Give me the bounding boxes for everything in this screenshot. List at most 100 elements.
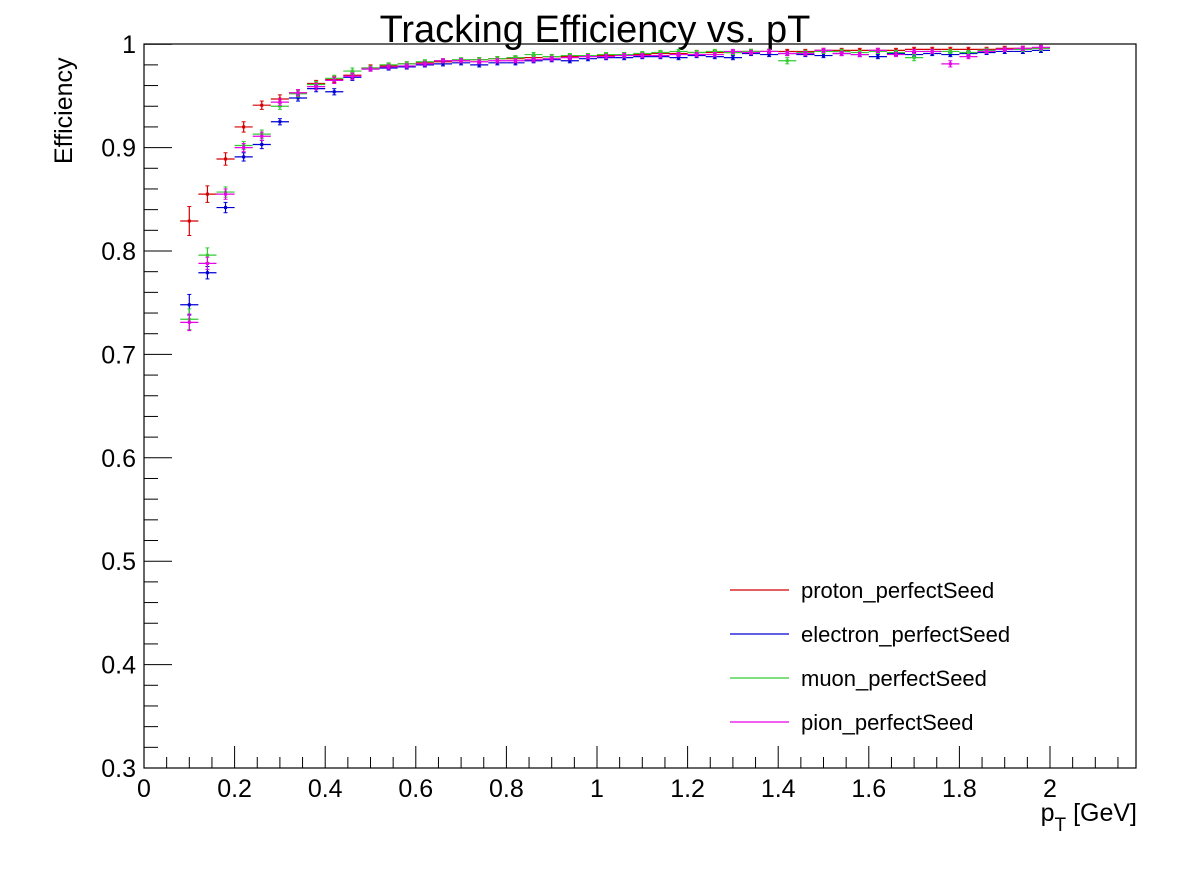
- data-point: [669, 51, 688, 58]
- data-point: [560, 55, 579, 61]
- marker: [513, 56, 517, 60]
- marker: [713, 49, 717, 53]
- y-tick-label: 0.9: [101, 135, 136, 163]
- x-axis-title: pT [GeV]: [1041, 799, 1137, 836]
- marker: [513, 59, 517, 63]
- chart-title: Tracking Efficiency vs. pT: [380, 9, 811, 51]
- marker: [260, 103, 264, 107]
- x-tick-label: 1.2: [670, 775, 705, 803]
- data-point: [760, 48, 779, 55]
- plot-frame: [143, 43, 1137, 769]
- marker: [894, 53, 898, 57]
- marker: [586, 55, 590, 59]
- marker: [532, 58, 536, 62]
- marker: [1021, 46, 1025, 50]
- marker: [622, 54, 626, 58]
- data-point: [597, 54, 616, 60]
- data-point: [633, 53, 652, 59]
- marker: [423, 62, 427, 66]
- data-point: [959, 54, 978, 60]
- marker: [441, 62, 445, 66]
- marker: [296, 91, 300, 95]
- marker: [966, 50, 970, 54]
- marker: [966, 47, 970, 51]
- marker: [187, 303, 191, 307]
- data-point: [252, 100, 271, 110]
- marker: [966, 55, 970, 59]
- data-point: [234, 142, 253, 153]
- data-point: [415, 61, 434, 67]
- marker: [405, 64, 409, 68]
- data-point: [1031, 44, 1050, 50]
- marker: [441, 59, 445, 63]
- marker: [858, 53, 862, 57]
- legend: proton_perfectSeed electron_perfectSeedmu…: [730, 578, 1010, 735]
- marker: [677, 53, 681, 57]
- marker: [205, 271, 209, 275]
- y-tick-label: 0.7: [101, 341, 136, 369]
- marker: [658, 54, 662, 58]
- marker: [604, 55, 608, 59]
- data-point: [270, 98, 289, 106]
- marker: [568, 56, 572, 60]
- marker: [912, 56, 916, 60]
- data-point: [288, 89, 308, 97]
- data-point: [741, 49, 761, 56]
- marker: [948, 49, 952, 53]
- x-tick-label: 1: [590, 775, 604, 803]
- data-point: [923, 48, 942, 55]
- legend-label: proton_perfectSeed: [801, 578, 994, 603]
- y-tick-label: 1: [122, 31, 136, 59]
- marker: [731, 49, 735, 53]
- marker: [749, 50, 753, 54]
- marker: [224, 157, 228, 161]
- marker: [767, 53, 771, 57]
- marker: [948, 62, 952, 66]
- data-point: [452, 58, 471, 64]
- data-point: [198, 256, 217, 271]
- data-point: [361, 66, 380, 72]
- data-point: [216, 152, 235, 166]
- legend-label: electron_perfectSeed: [801, 622, 1010, 647]
- data-point: [252, 131, 271, 141]
- data-point: [506, 58, 525, 64]
- data-point: [705, 51, 724, 58]
- legend-item: muon_perfectSeed: [730, 666, 987, 691]
- data-point: [216, 201, 235, 214]
- marker: [477, 63, 481, 67]
- marker: [260, 134, 264, 138]
- data-point: [778, 57, 797, 65]
- data-point: [578, 54, 597, 60]
- data-point: [433, 58, 453, 64]
- marker: [876, 48, 880, 52]
- marker: [948, 53, 952, 57]
- marker: [658, 50, 662, 54]
- data-point: [995, 46, 1014, 52]
- data-point: [234, 121, 253, 133]
- y-tick-label: 0.5: [101, 548, 136, 576]
- data-point: [868, 54, 887, 60]
- marker: [822, 54, 825, 58]
- marker: [350, 69, 354, 73]
- marker: [767, 49, 771, 53]
- marker: [205, 192, 209, 196]
- data-point: [886, 51, 906, 58]
- legend-item: electron_perfectSeed: [730, 622, 1010, 647]
- data-point: [778, 50, 797, 57]
- data-point: [832, 50, 851, 57]
- data-point: [814, 47, 833, 53]
- marker: [278, 120, 282, 124]
- data-point: [343, 72, 362, 80]
- marker: [495, 59, 499, 63]
- y-axis: 0.3 0.4 0.5 0.6 0.7 0.8 0.9 1: [101, 31, 172, 783]
- data-point: [941, 48, 960, 55]
- marker: [876, 55, 880, 59]
- data-points-layer: [180, 44, 1050, 332]
- data-point: [270, 118, 289, 126]
- marker: [985, 49, 989, 53]
- marker: [187, 219, 191, 223]
- marker: [350, 74, 354, 78]
- marker: [1003, 47, 1007, 51]
- x-axis-title-subscript: T: [1055, 815, 1067, 836]
